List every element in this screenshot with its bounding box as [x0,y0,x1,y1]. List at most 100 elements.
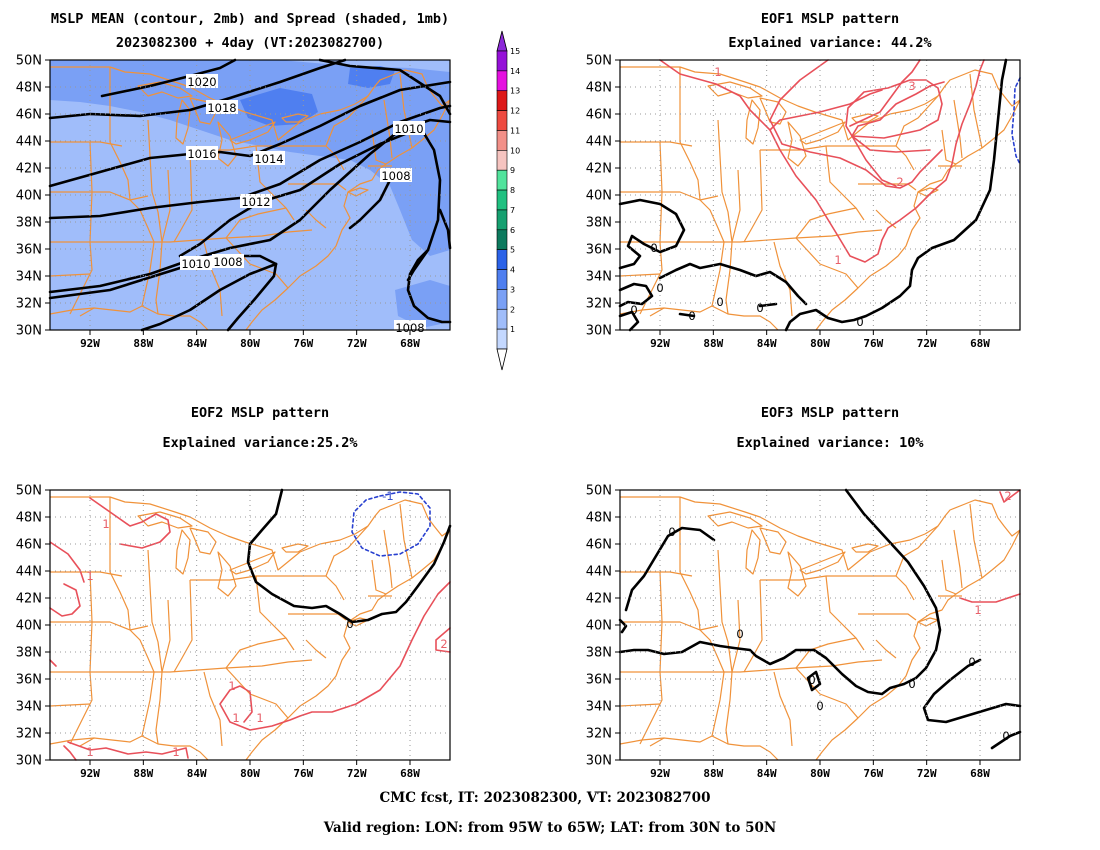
lat-tick-label: 32N [16,727,42,742]
colorbar-label: 15 [510,47,520,56]
eof1-label-pos: 2 [896,175,903,189]
lat-tick-label: 48N [16,511,42,526]
panel-mslp-mean: MSLP MEAN (contour, 2mb) and Spread (sha… [16,11,520,371]
colorbar-cell [496,289,508,310]
isobar-label: 1012 [241,195,270,209]
colorbar-label: 8 [510,186,515,195]
eof1-label-zero: 0 [856,315,863,329]
colorbar-cell [496,150,508,171]
lat-tick-label: 48N [16,81,42,96]
lon-tick-label: 72W [917,337,937,350]
lon-tick-label: 72W [347,337,367,350]
lon-tick-label: 84W [757,337,777,350]
panel-eof1: EOF1 MSLP pattern Explained variance: 44… [586,11,1021,350]
isobar-label: 1008 [381,169,410,183]
isobar-label: 1018 [207,101,236,115]
colorbar-label: 6 [510,226,515,235]
eof3-label-zero: 0 [968,655,975,669]
lat-tick-label: 46N [586,108,612,123]
colorbar-cell [496,90,508,111]
eof2-label-pos: 1 [256,711,263,725]
lat-tick-label: 38N [16,646,42,661]
eof1-label-zero: 0 [656,281,663,295]
colorbar-label: 7 [510,206,515,215]
eof2-label-pos: 2 [440,637,447,651]
lat-tick-label: 50N [586,484,612,499]
colorbar-label: 14 [510,67,520,76]
lon-tick-label: 88W [133,337,153,350]
isobar-label: 1008 [213,255,242,269]
lon-tick-label: 80W [240,337,260,350]
mean-title-line1: MSLP MEAN (contour, 2mb) and Spread (sha… [51,11,449,27]
panel-eof2: EOF2 MSLP pattern Explained variance:25.… [16,405,452,780]
map-frame [49,59,451,331]
eof3-label-pos: 2 [1004,489,1011,503]
colorbar-cell [496,169,508,191]
colorbar-label: 1 [510,325,515,334]
colorbar-cell [496,110,508,131]
eof1-label-zero: 0 [688,309,695,323]
spread-shading-4mb [348,66,395,88]
lat-tick-label: 30N [586,324,612,339]
lat-tick-label: 44N [586,135,612,150]
lat-tick-label: 50N [586,54,612,69]
lat-tick-label: 48N [586,511,612,526]
lon-tick-label: 76W [293,337,313,350]
map-frame [619,59,1021,331]
lat-tick-label: 38N [586,646,612,661]
map-frame [619,489,1021,761]
map-axes: 92W 88W 84W 80W 76W 72W 68W 50N 48N 46N 44N 42N 40N 3… [16,54,451,350]
eof2-title-line2: Explained variance:25.2% [162,435,358,451]
colorbar-label: 9 [510,166,515,175]
lat-tick-label: 44N [16,565,42,580]
colorbar-label: 4 [510,266,515,275]
panel-eof3: EOF3 MSLP pattern Explained variance: 10… [586,405,1022,780]
spread-colorbar: 15 14 13 12 11 10 9 8 7 6 5 4 3 2 1 [496,30,520,371]
eof3-label-pos: 1 [974,603,981,617]
footer-valid-region: Valid region: LON: from 95W to 65W; LAT:… [323,820,776,836]
eof1-contours [618,58,1021,332]
eof2-label-neg: -1 [382,489,393,503]
lat-tick-label: 34N [16,700,42,715]
lat-tick-label: 40N [16,619,42,634]
colorbar-cell [496,130,508,151]
colorbar-cell [496,308,508,330]
lon-tick-label: 92W [650,337,670,350]
lon-tick-label: 68W [400,337,420,350]
lat-tick-label: 48N [586,81,612,96]
isobar-label: 1010 [394,122,423,136]
lat-tick-label: 36N [586,243,612,258]
lon-tick-label: 68W [970,337,990,350]
lat-tick-label: 46N [16,108,42,123]
lat-tick-label: 36N [16,243,42,258]
eof2-label-pos: 1 [102,517,109,531]
lon-tick-label: 76W [863,767,883,780]
lat-tick-label: 32N [16,297,42,312]
isobar-label: 1008 [395,321,424,335]
lon-tick-label: 92W [80,767,100,780]
lat-tick-label: 30N [586,754,612,769]
colorbar-label: 5 [510,246,515,255]
lon-tick-label: 84W [187,337,207,350]
eof2-label-pos: 1 [232,711,239,725]
lat-tick-label: 50N [16,54,42,69]
eof3-title-line1: EOF3 MSLP pattern [761,405,899,421]
eof3-label-zero: 0 [908,677,915,691]
lat-tick-label: 36N [586,673,612,688]
eof3-label-zero: 0 [736,627,743,641]
eof1-label-pos: 1 [714,65,721,79]
map-axes: 92W 88W 84W 80W 76W 72W 68W 50N 48N 46N 44N 42N 40N 3… [16,484,451,780]
colorbar-label: 11 [510,126,520,135]
colorbar-cell [496,229,508,250]
lat-tick-label: 38N [586,216,612,231]
isobar-labels: 1020 1018 1016 1014 1012 1010 1010 1008 … [180,74,426,335]
lat-tick-label: 46N [586,538,612,553]
map-frame [49,489,451,761]
lat-tick-label: 30N [16,754,42,769]
lat-tick-label: 40N [16,189,42,204]
eof3-label-zero: 0 [1002,729,1009,743]
eof3-label-zero: 0 [808,673,815,687]
lat-tick-label: 44N [586,565,612,580]
lat-tick-label: 32N [586,297,612,312]
